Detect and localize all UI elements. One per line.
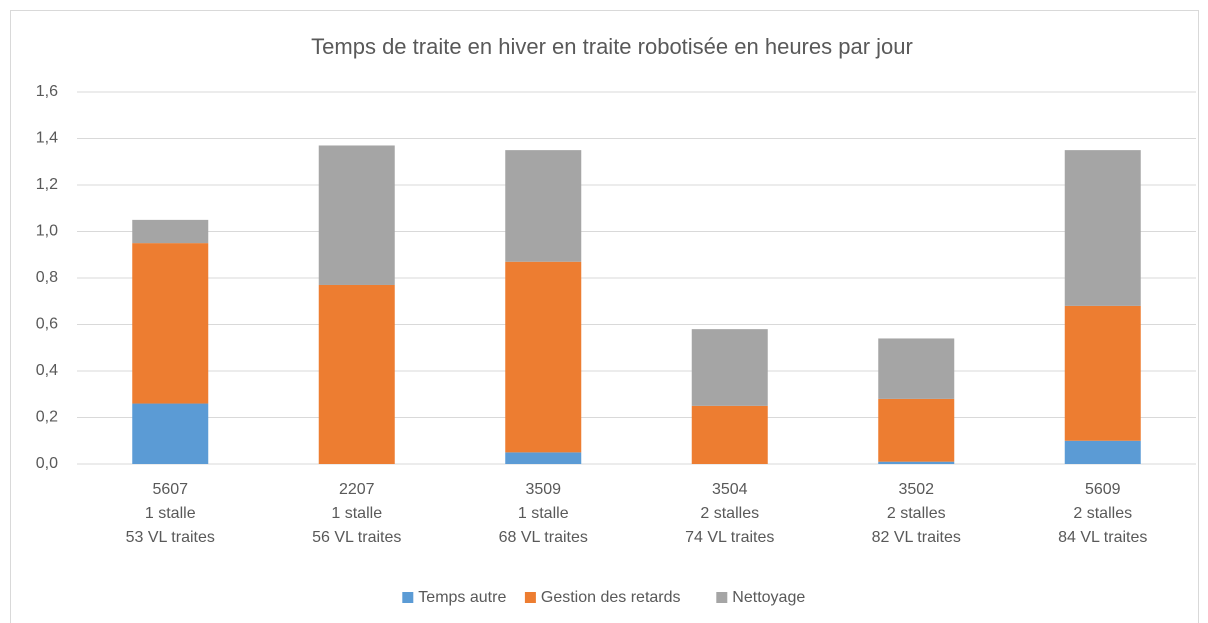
x-tick-label: 56 VL traites xyxy=(312,529,401,546)
bar-segment xyxy=(132,403,209,464)
x-tick-label: 5607 xyxy=(152,481,188,498)
bar-segment xyxy=(132,219,209,244)
legend-swatch xyxy=(524,592,536,603)
x-tick-label: 68 VL traites xyxy=(499,529,588,546)
x-tick-label: 3504 xyxy=(712,481,748,498)
x-tick-label: 1 stalle xyxy=(145,505,196,522)
bar-segment xyxy=(691,405,768,464)
bar-segment xyxy=(1064,440,1141,464)
legend-swatch xyxy=(402,592,414,603)
bar-segment xyxy=(1064,305,1141,441)
y-tick-label: 1,4 xyxy=(36,130,58,147)
bar-segment xyxy=(505,452,582,464)
bar-segment xyxy=(318,284,395,464)
legend-swatch xyxy=(716,592,728,603)
legend-label: Nettoyage xyxy=(732,589,805,606)
bar-segment xyxy=(878,338,955,399)
bar-segment xyxy=(318,145,395,285)
bar-segment xyxy=(505,150,582,262)
bar-segment xyxy=(1064,150,1141,306)
x-tick-label: 1 stalle xyxy=(518,505,569,522)
x-tick-label: 3502 xyxy=(898,481,934,498)
chart-border xyxy=(10,10,1199,623)
legend-label: Temps autre xyxy=(418,589,506,606)
y-tick-label: 1,6 xyxy=(36,83,58,100)
x-tick-label: 5609 xyxy=(1085,481,1121,498)
bar-segment xyxy=(505,261,582,453)
bar-segment xyxy=(878,461,955,464)
x-tick-label: 1 stalle xyxy=(331,505,382,522)
y-tick-label: 1,0 xyxy=(36,223,58,240)
x-tick-label: 2 stalles xyxy=(1073,505,1132,522)
x-tick-label: 82 VL traites xyxy=(872,529,961,546)
bar-segment xyxy=(691,329,768,406)
chart-title: Temps de traite en hiver en traite robot… xyxy=(311,34,913,59)
y-tick-label: 0,8 xyxy=(36,269,58,286)
x-tick-label: 53 VL traites xyxy=(126,529,215,546)
y-tick-label: 0,6 xyxy=(36,316,58,333)
bar-segment xyxy=(132,243,209,404)
y-tick-label: 0,4 xyxy=(36,362,58,379)
x-tick-label: 2207 xyxy=(339,481,375,498)
x-tick-label: 2 stalles xyxy=(700,505,759,522)
y-tick-label: 1,2 xyxy=(36,176,58,193)
x-tick-label: 74 VL traites xyxy=(685,529,774,546)
y-tick-label: 0,0 xyxy=(36,455,58,472)
y-tick-label: 0,2 xyxy=(36,409,58,426)
x-tick-label: 2 stalles xyxy=(887,505,946,522)
bar-segment xyxy=(878,398,955,462)
x-tick-label: 84 VL traites xyxy=(1058,529,1147,546)
legend-label: Gestion des retards xyxy=(541,589,681,606)
x-tick-label: 3509 xyxy=(525,481,561,498)
